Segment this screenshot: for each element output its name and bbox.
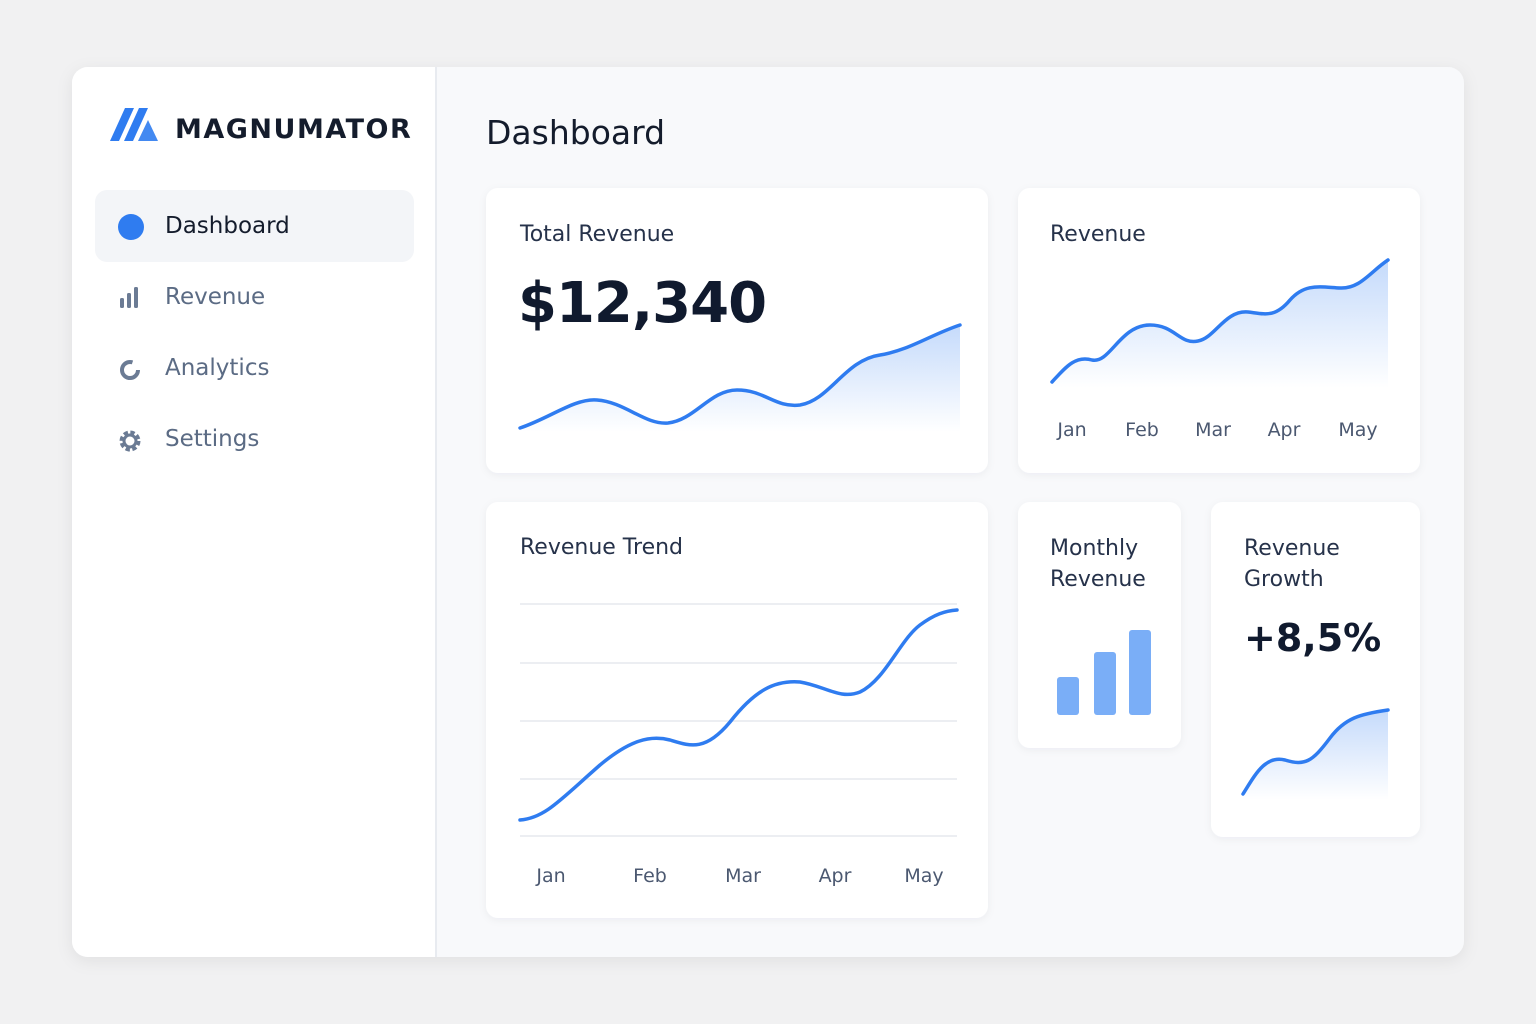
nav-item[interactable]: Dashboard — [165, 213, 290, 239]
nav-icon-analytics — [120, 360, 140, 380]
nav-item[interactable]: Settings — [165, 426, 260, 452]
nav-icon-revenue — [120, 287, 138, 308]
mini-bars — [1057, 630, 1151, 715]
x-axis-label: Mar — [1195, 419, 1231, 441]
sparkline-area — [520, 325, 960, 432]
nav-icon-settings — [119, 430, 141, 452]
nav-active-bg[interactable] — [95, 190, 414, 262]
card — [486, 502, 988, 918]
logo — [110, 108, 158, 141]
x-axis-label: May — [904, 865, 944, 887]
sparkline-area — [1052, 260, 1388, 388]
sparkline — [1050, 258, 1390, 384]
x-axis-label: Feb — [633, 865, 667, 887]
nav-item[interactable]: Analytics — [165, 355, 270, 381]
sidebar — [72, 67, 436, 957]
card-title: Total Revenue — [520, 222, 675, 247]
x-axis-label: Jan — [536, 865, 566, 887]
x-axis-label: Jan — [1057, 419, 1087, 441]
x-axis-label: Feb — [1125, 419, 1159, 441]
x-axis-label: Apr — [818, 865, 852, 887]
x-axis-label: Apr — [1267, 419, 1301, 441]
sparkline-area — [1243, 710, 1388, 800]
sparkline — [518, 323, 962, 430]
card-title: Monthly Revenue — [1050, 536, 1146, 592]
page-heading: Dashboard — [486, 113, 666, 152]
x-axis-label: Mar — [725, 865, 761, 887]
brand: MAGNUMATOR — [175, 114, 413, 145]
card-title: Revenue Growth — [1244, 536, 1340, 592]
card-title: Revenue — [1050, 222, 1146, 247]
card-value: +8,5% — [1244, 616, 1382, 660]
sparkline — [1241, 708, 1390, 796]
nav-item[interactable]: Revenue — [165, 284, 266, 310]
x-axis-label: May — [1338, 419, 1378, 441]
card-value: $12,340 — [518, 271, 767, 336]
trend-line — [518, 608, 959, 822]
nav-icon-dashboard — [118, 214, 144, 240]
card-title: Revenue Trend — [520, 535, 684, 560]
grid — [520, 603, 957, 837]
